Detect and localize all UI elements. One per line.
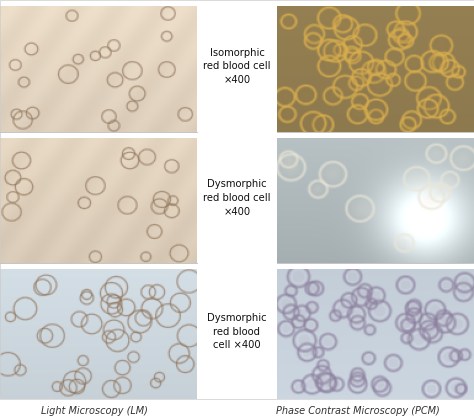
Text: Light Microscopy (LM): Light Microscopy (LM) <box>41 406 148 416</box>
Text: Dysmorphic
red blood cell
×400: Dysmorphic red blood cell ×400 <box>203 179 271 217</box>
Text: Isomorphic
red blood cell
×400: Isomorphic red blood cell ×400 <box>203 48 271 85</box>
Text: Phase Contrast Microscopy (PCM): Phase Contrast Microscopy (PCM) <box>276 406 440 416</box>
Text: Dysmorphic
red blood
cell ×400: Dysmorphic red blood cell ×400 <box>207 313 267 350</box>
